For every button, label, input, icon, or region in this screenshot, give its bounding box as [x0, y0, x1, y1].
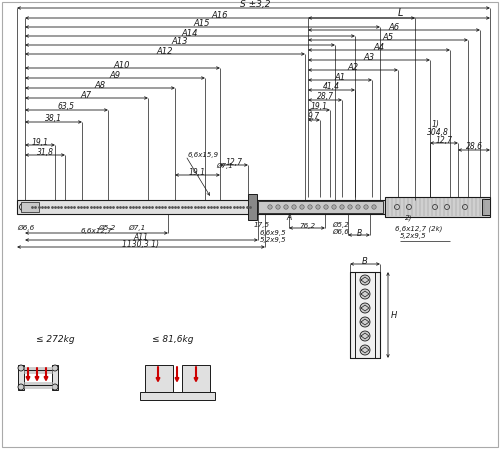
Text: 17,5: 17,5: [254, 222, 270, 228]
Circle shape: [324, 205, 328, 209]
Circle shape: [394, 204, 400, 210]
Circle shape: [268, 205, 272, 209]
Text: Ø6,6: Ø6,6: [17, 225, 34, 231]
Text: ≤ 81,6kg: ≤ 81,6kg: [152, 335, 194, 344]
Text: 38,1: 38,1: [44, 114, 62, 123]
Text: 28,6: 28,6: [466, 142, 482, 151]
Text: A16: A16: [212, 10, 228, 19]
Text: 41,4: 41,4: [322, 83, 340, 92]
Bar: [21, 202, 39, 212]
Text: 5,2x9,5: 5,2x9,5: [260, 237, 286, 243]
Text: L: L: [398, 8, 402, 18]
Text: 76,2: 76,2: [299, 223, 315, 229]
Text: ≤ 272kg: ≤ 272kg: [36, 335, 74, 344]
Circle shape: [360, 345, 370, 355]
Text: A8: A8: [94, 80, 106, 89]
Text: Ø5,2: Ø5,2: [332, 222, 349, 228]
Text: A11: A11: [134, 233, 148, 242]
Circle shape: [52, 365, 58, 371]
Circle shape: [292, 205, 296, 209]
Text: A1: A1: [334, 72, 345, 82]
Bar: [18, 365, 24, 390]
Text: 19,1: 19,1: [32, 137, 48, 146]
Bar: [52, 365, 58, 390]
Text: S ±3,2: S ±3,2: [240, 0, 270, 9]
Bar: [258, 201, 383, 213]
Bar: [182, 365, 210, 392]
Circle shape: [308, 205, 312, 209]
Circle shape: [444, 204, 450, 210]
Text: A10: A10: [114, 61, 130, 70]
Text: 6,6x12,7 (2k): 6,6x12,7 (2k): [395, 225, 442, 232]
Bar: [385, 197, 490, 217]
Text: B: B: [356, 229, 362, 238]
Text: Ø7,1: Ø7,1: [216, 163, 233, 169]
Circle shape: [52, 384, 58, 390]
Text: A12: A12: [157, 47, 174, 56]
Bar: [140, 392, 215, 400]
Text: A6: A6: [388, 22, 400, 31]
Circle shape: [18, 384, 24, 390]
Text: 1): 1): [432, 120, 440, 129]
Text: 63,5: 63,5: [58, 102, 74, 111]
Text: 1130,3 1): 1130,3 1): [122, 241, 160, 250]
Circle shape: [406, 204, 412, 210]
Bar: [482, 199, 490, 215]
Text: 6,6x15,9: 6,6x15,9: [188, 152, 219, 158]
Text: 12,7: 12,7: [436, 136, 452, 145]
Circle shape: [360, 289, 370, 299]
Text: A9: A9: [110, 70, 120, 79]
Text: A7: A7: [80, 91, 92, 100]
Text: A13: A13: [172, 38, 188, 47]
Circle shape: [360, 317, 370, 327]
Text: 9,7: 9,7: [308, 113, 320, 122]
Circle shape: [18, 365, 24, 371]
Bar: [17, 200, 385, 214]
Text: Ø7,1: Ø7,1: [128, 225, 145, 231]
Bar: [145, 365, 173, 392]
Circle shape: [340, 205, 344, 209]
Text: 19,1: 19,1: [188, 167, 206, 176]
Text: 19,1: 19,1: [310, 102, 328, 111]
Circle shape: [432, 204, 438, 210]
Text: Ø5,2: Ø5,2: [98, 225, 115, 231]
Circle shape: [356, 205, 360, 209]
Circle shape: [284, 205, 288, 209]
Text: H: H: [391, 311, 397, 320]
Circle shape: [364, 205, 368, 209]
Circle shape: [360, 275, 370, 285]
Text: A15: A15: [194, 19, 210, 28]
Text: A4: A4: [374, 43, 384, 52]
Bar: [350, 272, 380, 358]
Circle shape: [372, 205, 376, 209]
Circle shape: [332, 205, 336, 209]
Text: A: A: [286, 214, 292, 223]
Text: 304,8: 304,8: [427, 128, 449, 137]
Text: 28,7: 28,7: [316, 92, 334, 101]
Text: A5: A5: [382, 32, 394, 41]
Circle shape: [276, 205, 280, 209]
Text: 6,6x9,5: 6,6x9,5: [260, 230, 286, 236]
Circle shape: [360, 331, 370, 341]
Text: A3: A3: [364, 53, 374, 62]
Text: A14: A14: [182, 28, 198, 38]
Text: A2: A2: [348, 62, 358, 71]
Circle shape: [348, 205, 352, 209]
Text: B: B: [362, 256, 368, 265]
Text: Ø6,6: Ø6,6: [332, 229, 349, 235]
Circle shape: [360, 303, 370, 313]
Circle shape: [462, 204, 468, 210]
Text: 2): 2): [405, 215, 412, 221]
Circle shape: [316, 205, 320, 209]
Circle shape: [300, 205, 304, 209]
Text: 6,6x12,7: 6,6x12,7: [80, 228, 112, 234]
Text: 31,8: 31,8: [36, 148, 54, 157]
Bar: [248, 194, 257, 220]
Text: 5,2x9,5: 5,2x9,5: [400, 233, 426, 239]
Text: 12,7: 12,7: [226, 158, 242, 167]
